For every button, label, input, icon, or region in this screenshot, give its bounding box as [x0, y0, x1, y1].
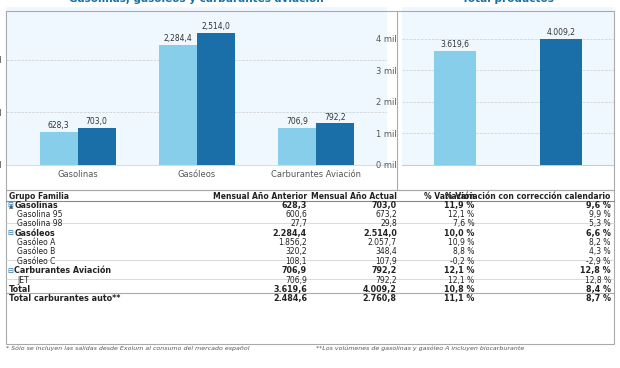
- Text: 348,4: 348,4: [375, 248, 397, 256]
- Text: 8,8 %: 8,8 %: [453, 248, 474, 256]
- Text: 792,2: 792,2: [371, 266, 397, 275]
- Text: 7,6 %: 7,6 %: [453, 219, 474, 229]
- Text: 1.856,2: 1.856,2: [278, 238, 307, 247]
- Text: Gasolinas: Gasolinas: [14, 201, 58, 210]
- Text: 706,9: 706,9: [285, 276, 307, 284]
- Text: 2.760,8: 2.760,8: [363, 294, 397, 303]
- Bar: [278, 128, 316, 165]
- Text: -2,9 %: -2,9 %: [587, 257, 611, 266]
- Text: 12,1 %: 12,1 %: [448, 276, 474, 284]
- Bar: [316, 123, 354, 165]
- Text: 10,0 %: 10,0 %: [444, 229, 474, 238]
- Text: 11,9 %: 11,9 %: [444, 201, 474, 210]
- Text: 2.057,7: 2.057,7: [368, 238, 397, 247]
- Text: 12,8 %: 12,8 %: [580, 266, 611, 275]
- Text: 6,6 %: 6,6 %: [586, 229, 611, 238]
- Text: Gasóleo C: Gasóleo C: [17, 257, 56, 266]
- Text: 4,3 %: 4,3 %: [589, 248, 611, 256]
- Bar: [78, 128, 116, 165]
- Text: 792,2: 792,2: [324, 113, 346, 121]
- Text: 12,1 %: 12,1 %: [444, 266, 474, 275]
- Text: 600,6: 600,6: [285, 210, 307, 219]
- Text: 4.009,2: 4.009,2: [546, 28, 575, 37]
- Text: 10,9 %: 10,9 %: [448, 238, 474, 247]
- Text: 320,2: 320,2: [285, 248, 307, 256]
- Text: Grupo Familia: Grupo Familia: [9, 192, 69, 201]
- Text: 9,6 %: 9,6 %: [586, 201, 611, 210]
- Text: 107,9: 107,9: [375, 257, 397, 266]
- Text: 9,9 %: 9,9 %: [589, 210, 611, 219]
- Text: -0,2 %: -0,2 %: [450, 257, 474, 266]
- Text: ▲: ▲: [9, 204, 14, 209]
- Text: Gasóleos: Gasóleos: [14, 229, 55, 238]
- Text: 3.619,6: 3.619,6: [441, 40, 469, 49]
- Text: 2.484,6: 2.484,6: [273, 294, 307, 303]
- Text: 3.619,6: 3.619,6: [273, 285, 307, 294]
- Text: 2.284,4: 2.284,4: [273, 229, 307, 238]
- Bar: [434, 51, 476, 165]
- Legend: Mensual Año Anterior, Mensual Año Actual: Mensual Año Anterior, Mensual Año Actual: [100, 193, 293, 208]
- Text: 12,8 %: 12,8 %: [585, 276, 611, 284]
- Text: 703,0: 703,0: [86, 117, 108, 126]
- Text: 10,8 %: 10,8 %: [444, 285, 474, 294]
- Text: 628,3: 628,3: [48, 121, 69, 130]
- Text: Mensual Año Actual: Mensual Año Actual: [311, 192, 397, 201]
- Text: 792,2: 792,2: [375, 276, 397, 284]
- Text: **Los volúmenes de gasolinas y gasóleo A incluyen biocarburante: **Los volúmenes de gasolinas y gasóleo A…: [316, 346, 525, 351]
- Text: Carburantes Aviación: Carburantes Aviación: [14, 266, 112, 275]
- Text: 2,514,0: 2,514,0: [202, 22, 230, 31]
- Text: ⊟: ⊟: [7, 202, 13, 208]
- Title: Total productos: Total productos: [462, 0, 554, 4]
- Text: ⊟: ⊟: [7, 230, 13, 236]
- Text: 8,7 %: 8,7 %: [586, 294, 611, 303]
- Bar: [197, 33, 235, 165]
- Legend: Mensual Año Anterior, Mensual Año Actual: Mensual Año Anterior, Mensual Año Actual: [412, 193, 604, 208]
- Text: 11,1 %: 11,1 %: [444, 294, 474, 303]
- Text: 4.009,2: 4.009,2: [363, 285, 397, 294]
- Text: Total carburantes auto**: Total carburantes auto**: [9, 294, 121, 303]
- Bar: [40, 132, 78, 165]
- Text: * Sólo se incluyen las salidas desde Exolum al consumo del mercado español: * Sólo se incluyen las salidas desde Exo…: [6, 346, 250, 351]
- Text: 8,2 %: 8,2 %: [590, 238, 611, 247]
- Text: Gasolina 98: Gasolina 98: [17, 219, 63, 229]
- Text: % Variación con corrección calendario: % Variación con corrección calendario: [445, 192, 611, 201]
- Text: 12,1 %: 12,1 %: [448, 210, 474, 219]
- Text: Gasóleo B: Gasóleo B: [17, 248, 56, 256]
- Text: 108,1: 108,1: [285, 257, 307, 266]
- Text: Gasóleo A: Gasóleo A: [17, 238, 56, 247]
- Text: 2,284,4: 2,284,4: [163, 34, 192, 43]
- Text: ⊟: ⊟: [7, 268, 13, 274]
- Text: 673,2: 673,2: [375, 210, 397, 219]
- Text: 706,9: 706,9: [281, 266, 307, 275]
- Text: 5,3 %: 5,3 %: [589, 219, 611, 229]
- Text: 706,9: 706,9: [286, 117, 308, 126]
- Bar: [159, 45, 197, 165]
- Bar: [539, 39, 582, 165]
- Text: 703,0: 703,0: [371, 201, 397, 210]
- Text: 8,4 %: 8,4 %: [586, 285, 611, 294]
- Text: JET: JET: [17, 276, 29, 284]
- Text: 27,7: 27,7: [290, 219, 307, 229]
- Title: Gasolinas, gasóleos y carburantes aviación: Gasolinas, gasóleos y carburantes aviaci…: [69, 0, 324, 4]
- Text: 2.514,0: 2.514,0: [363, 229, 397, 238]
- Text: 29,8: 29,8: [380, 219, 397, 229]
- Text: Total: Total: [9, 285, 32, 294]
- Text: 628,3: 628,3: [281, 201, 307, 210]
- Text: Mensual Año Anterior: Mensual Año Anterior: [213, 192, 307, 201]
- Text: Gasolina 95: Gasolina 95: [17, 210, 63, 219]
- Text: % Variación: % Variación: [423, 192, 474, 201]
